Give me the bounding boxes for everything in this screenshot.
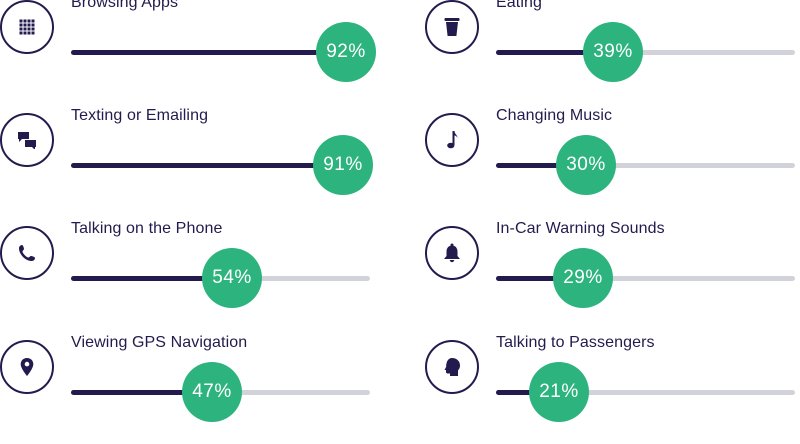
category-label: In-Car Warning Sounds [496, 220, 665, 237]
stat-item-talking-to-passengers: Talking to Passengers 21% [425, 334, 800, 444]
bar-track [496, 390, 795, 395]
bar-track [496, 163, 795, 168]
category-label: Eating [496, 0, 542, 11]
phone-icon-circle [0, 226, 54, 280]
map-pin-icon [20, 358, 34, 376]
category-label: Talking to Passengers [496, 334, 655, 351]
head-profile-icon-circle [425, 340, 479, 394]
stat-item-in-car-warning-sounds: In-Car Warning Sounds 29% [425, 220, 800, 330]
category-label: Browsing Apps [71, 0, 179, 11]
bar-fill [496, 163, 586, 168]
bell-icon [444, 243, 460, 263]
bar-fill [71, 276, 232, 281]
bar-fill [71, 50, 346, 55]
bar-track [496, 50, 795, 55]
bar-fill [496, 50, 613, 55]
bar-fill [496, 276, 583, 281]
value-badge: 92% [316, 22, 376, 82]
cup-icon-circle [425, 0, 479, 54]
value-badge: 29% [553, 248, 613, 308]
map-pin-icon-circle [0, 340, 54, 394]
phone-icon [19, 245, 35, 261]
head-profile-icon [444, 358, 460, 376]
music-note-icon [447, 131, 458, 149]
bar-track [71, 50, 370, 55]
stat-item-browsing-apps: Browsing Apps 92% [0, 0, 376, 104]
value-badge: 91% [313, 135, 373, 195]
bar-fill [496, 390, 559, 395]
bar-track [496, 276, 795, 281]
bell-icon-circle [425, 226, 479, 280]
stat-item-texting-or-emailing: Texting or Emailing 91% [0, 107, 375, 217]
cup-icon [444, 18, 460, 36]
stat-item-eating: Eating 39% [425, 0, 800, 104]
value-badge: 54% [202, 248, 262, 308]
value-badge: 30% [556, 135, 616, 195]
category-label: Viewing GPS Navigation [71, 334, 248, 351]
stat-item-changing-music: Changing Music 30% [425, 107, 800, 217]
category-label: Talking on the Phone [71, 220, 223, 237]
chat-bubbles-icon-circle [0, 113, 54, 167]
bar-fill [71, 163, 343, 168]
category-label: Texting or Emailing [71, 107, 209, 124]
value-badge: 21% [529, 362, 589, 422]
value-badge: 39% [583, 22, 643, 82]
stat-item-talking-on-the-phone: Talking on the Phone 54% [0, 220, 375, 330]
category-label: Changing Music [496, 107, 613, 124]
app-grid-icon [19, 19, 35, 35]
bar-fill [71, 390, 212, 395]
music-note-icon-circle [425, 113, 479, 167]
value-badge: 47% [182, 362, 242, 422]
chat-bubbles-icon [18, 132, 36, 149]
bar-track [71, 163, 370, 168]
stat-item-viewing-gps-navigation: Viewing GPS Navigation 47% [0, 334, 375, 444]
app-grid-icon-circle [0, 0, 54, 54]
